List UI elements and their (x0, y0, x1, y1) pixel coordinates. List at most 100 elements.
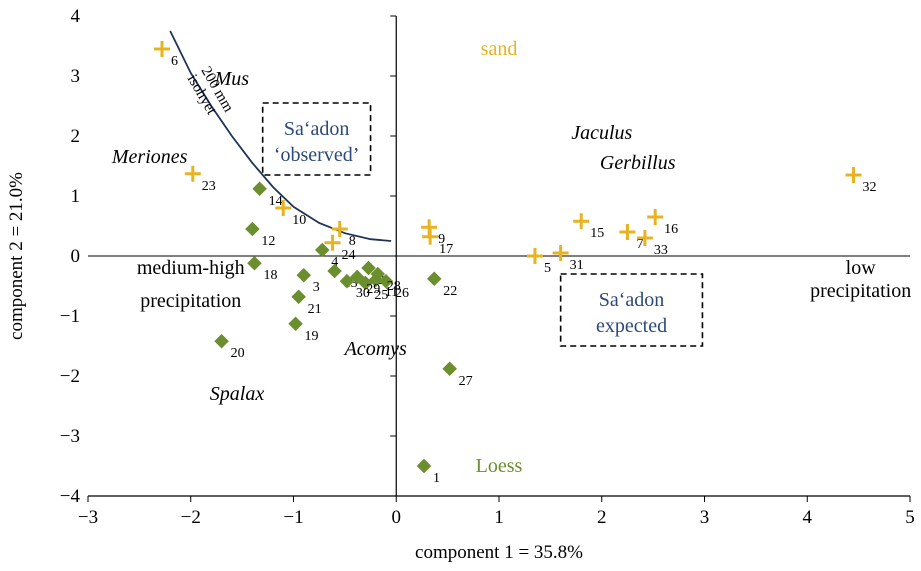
loess-point (370, 266, 386, 282)
loess-point (296, 267, 312, 283)
annotation-text: Meriones (111, 146, 188, 168)
annotation-text: Gerbillus (600, 152, 676, 174)
sand-point (845, 167, 862, 183)
annotation-text: Jaculus (571, 122, 632, 144)
point-label: 22 (443, 284, 457, 299)
x-tick-label: 2 (597, 507, 607, 528)
point-label: 3 (313, 280, 320, 295)
loess-point (416, 458, 432, 474)
annotation-text: sand (481, 38, 518, 60)
y-tick-label: 2 (71, 126, 81, 147)
point-label: 16 (664, 222, 678, 237)
point-label: 1 (433, 471, 440, 486)
annotations: sand Loess Mus Meriones Jaculus Gerbillus Acom… (111, 38, 911, 477)
sand-point (552, 245, 569, 261)
point-label: 9 (438, 232, 445, 247)
y-tick-label: 1 (71, 186, 81, 207)
box-label: expected (596, 315, 667, 337)
annotation-boxes: Sa‘adon ‘observed’ Sa‘adon expected (261, 102, 704, 347)
y-tick-label: −4 (60, 486, 81, 507)
isohyet-curve (169, 30, 392, 242)
sand-point (324, 234, 341, 251)
loess-point (442, 361, 458, 377)
loess-point (349, 269, 365, 285)
sand-point (275, 200, 292, 216)
point-label: 33 (654, 243, 668, 258)
point-label: 25 (374, 288, 388, 303)
sand-point (184, 165, 201, 182)
sand-point (153, 41, 170, 57)
point-label: 20 (231, 346, 245, 361)
loess-point (426, 271, 442, 287)
box-label: Sa‘adon (284, 118, 350, 140)
loess-point (327, 263, 342, 279)
annotation-text: Acomys (343, 338, 407, 360)
annotation-text: precipitation (810, 280, 911, 302)
point-label: 4 (331, 255, 338, 270)
point-label: 6 (171, 54, 178, 69)
loess-point (252, 181, 267, 197)
x-axis-label: component 1 = 35.8% (415, 542, 583, 563)
sand-point (573, 213, 590, 230)
y-tick-label: −1 (60, 306, 80, 327)
point-label: 12 (261, 234, 275, 249)
loess-point (361, 260, 376, 276)
x-tick-label: 3 (700, 507, 710, 528)
sand-point (619, 224, 636, 240)
sand-point (422, 228, 439, 245)
point-label: 24 (342, 248, 356, 263)
loess-point (339, 273, 355, 289)
loess-point (247, 255, 262, 271)
loess-point (288, 316, 303, 332)
x-tick-label: −3 (78, 507, 98, 528)
y-tick-label: 0 (71, 246, 81, 267)
point-label: 8 (349, 234, 356, 249)
x-tick-label: 1 (494, 507, 504, 528)
box-outline (559, 273, 704, 347)
x-tick-label: −2 (181, 507, 201, 528)
point-label: 26 (395, 286, 409, 301)
point-label: 30 (356, 286, 370, 301)
annotation-text: Loess (476, 455, 523, 477)
sand-point (647, 209, 664, 225)
point-label: 10 (292, 213, 306, 228)
point-label: 21 (308, 302, 322, 317)
annotation-text: low (846, 257, 877, 279)
point-label: 18 (263, 268, 277, 283)
loess-point (378, 273, 394, 289)
loess-point (245, 221, 260, 237)
annotation-text: Spalax (210, 383, 265, 405)
sand-point (526, 248, 543, 264)
annotation-text: precipitation (140, 290, 241, 312)
point-label: 29 (366, 282, 380, 297)
y-axis-label: component 2 = 21.0% (6, 172, 27, 340)
x-tick-label: 0 (392, 507, 402, 528)
x-tick-label: 5 (905, 507, 915, 528)
y-tick-label: −3 (60, 426, 80, 447)
point-label: 7 (636, 237, 643, 252)
point-label: 15 (590, 226, 604, 241)
point-label: 19 (305, 329, 319, 344)
point-label: 23 (202, 179, 216, 194)
y-tick-label: 4 (71, 6, 81, 27)
data-points: 1234111213141819202122252627282930567891… (153, 41, 876, 486)
x-tick-label: 4 (803, 507, 813, 528)
point-label: 31 (570, 258, 584, 273)
point-label: 32 (862, 180, 876, 195)
x-tick-label: −1 (283, 507, 303, 528)
point-label: 17 (439, 242, 453, 257)
loess-point (291, 289, 306, 305)
annotation-text: medium-high (137, 257, 245, 279)
box-outline (261, 102, 372, 176)
loess-point (314, 242, 330, 258)
point-label: 28 (387, 279, 401, 294)
sand-point (331, 221, 348, 237)
annotation-text: Mus (214, 68, 250, 90)
point-label: 14 (269, 194, 283, 209)
box-label: Sa‘adon (599, 289, 665, 311)
point-label: 5 (544, 261, 551, 276)
loess-point (214, 333, 229, 349)
point-label: 27 (459, 374, 473, 389)
